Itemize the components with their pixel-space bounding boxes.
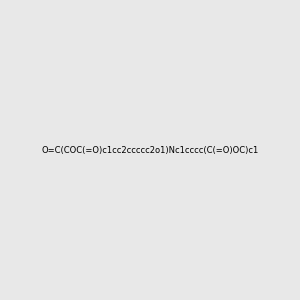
Text: O=C(COC(=O)c1cc2ccccc2o1)Nc1cccc(C(=O)OC)c1: O=C(COC(=O)c1cc2ccccc2o1)Nc1cccc(C(=O)OC…	[41, 146, 259, 154]
